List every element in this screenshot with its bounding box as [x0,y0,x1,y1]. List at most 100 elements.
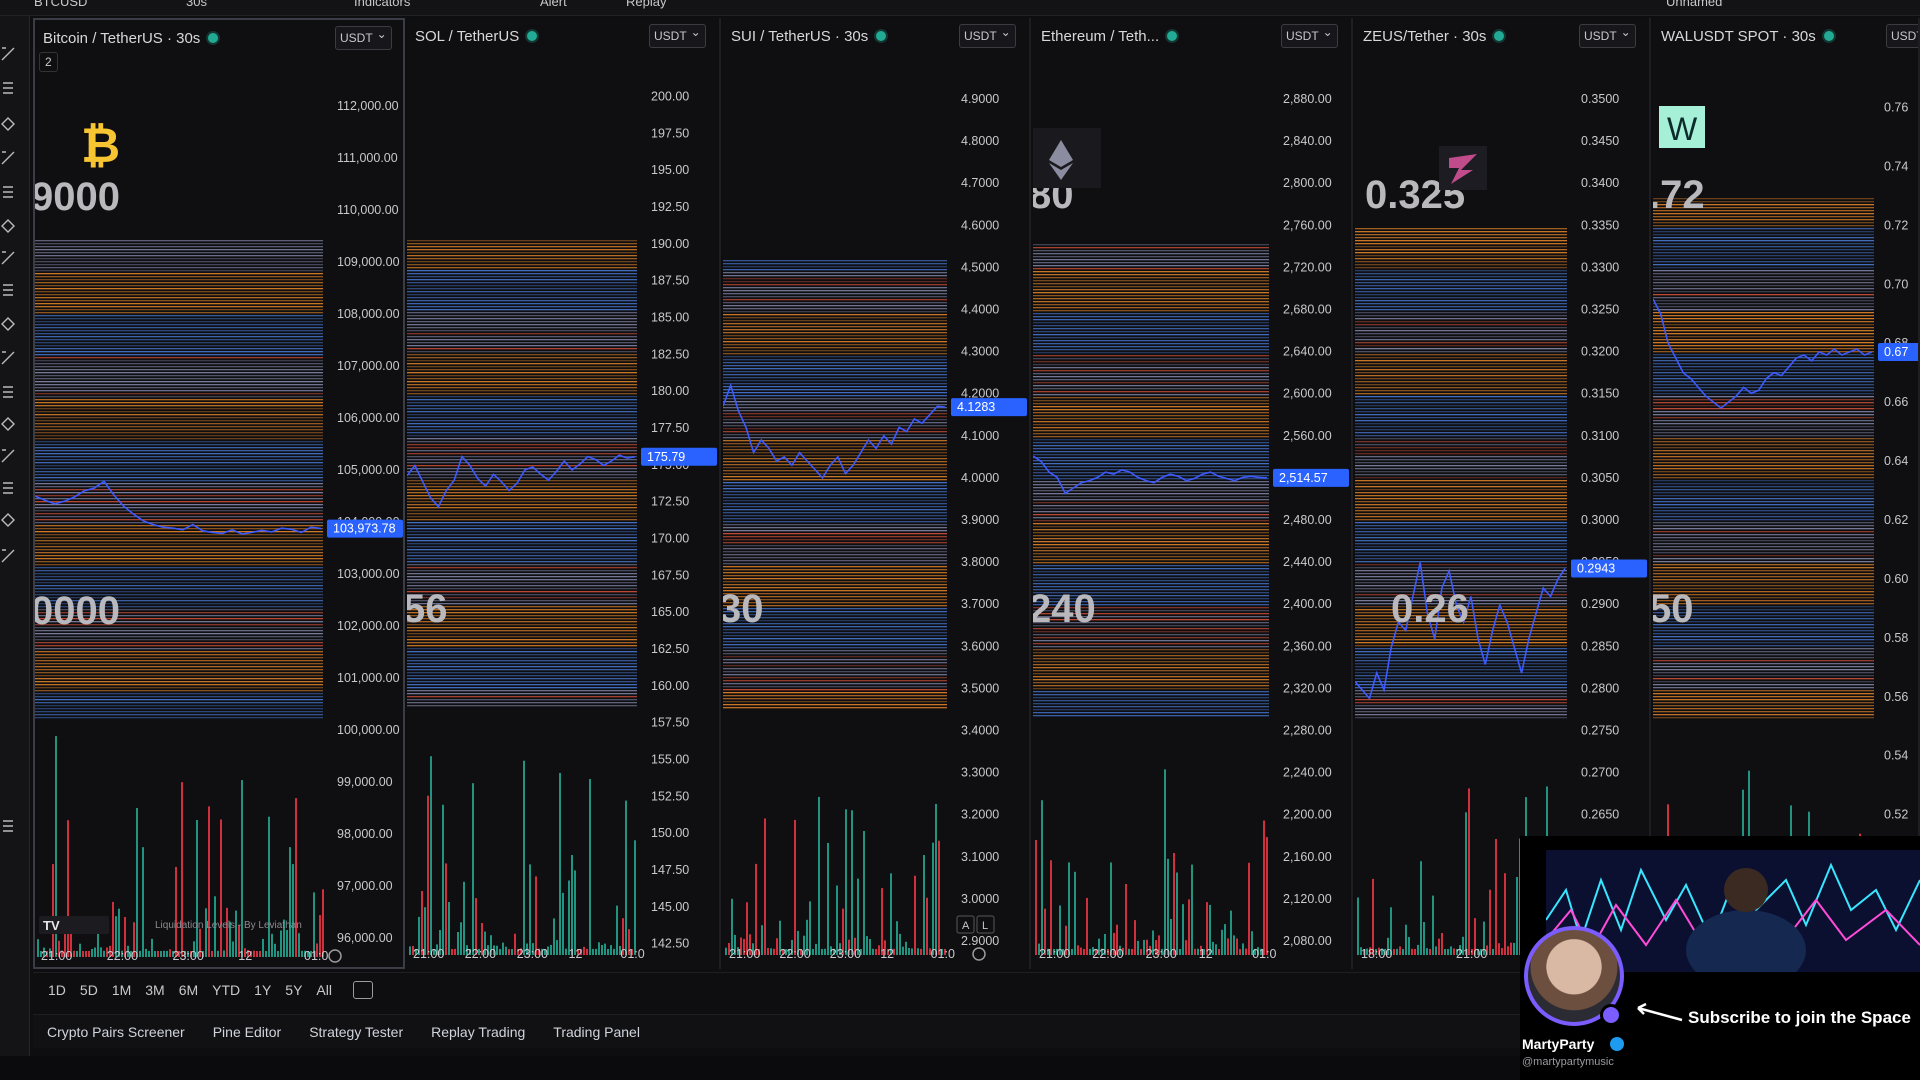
y-tick-label: 110,000.00 [337,203,399,217]
chart-panel-eth[interactable]: 80 240 2,880.00 2,840.00 2,800.00 2,760.00 2,7… [1033,18,1353,969]
currency-select[interactable]: USDT [335,23,392,50]
y-tick-label: 4.0000 [961,471,999,485]
currency-select[interactable]: USDT [1281,21,1338,48]
chart-canvas-sui[interactable]: 30 4.9000 4.8000 4.7000 4.6000 4.5000 4.4000 4.… [723,18,1031,969]
tab-replay-trading[interactable]: Replay Trading [431,1023,526,1040]
y-tick-label: 100,000.00 [337,723,400,737]
range-6m[interactable]: 6M [178,981,199,998]
currency-select[interactable]: USDT [1886,24,1918,48]
lock-icon[interactable] [0,446,16,466]
link-icon[interactable] [0,510,16,530]
interval-button[interactable]: 30s [186,0,207,9]
y-tick-label: 155.00 [651,752,689,766]
chart-canvas-btc[interactable]: 9000 0000 ₿ 112,000.00 111,000.00 110,000.00 1… [35,20,405,969]
range-ytd[interactable]: YTD [212,981,241,998]
pattern-icon[interactable] [0,182,16,202]
symbol-title[interactable]: Ethereum / Teth... [1041,27,1160,45]
y-tick-label: 0.3050 [1581,471,1619,485]
range-1y[interactable]: 1Y [254,981,272,998]
y-tick-label: 2,200.00 [1283,808,1332,822]
currency-select[interactable]: USDT [649,21,706,48]
x-tick-label: 23:00 [173,949,204,963]
layout-name-button[interactable]: Unnamed [1666,0,1723,9]
y-tick-label: 0.3150 [1581,387,1619,401]
currency-select[interactable]: USDT [959,21,1016,48]
y-tick-label: 4.2000 [961,387,999,401]
range-all[interactable]: All [316,981,332,998]
chart-canvas-sol[interactable]: 56 200.00 197.50 195.00 192.50 190.00 187.50 18… [407,18,721,969]
symbol-title[interactable]: SUI / TetherUS · 30s [731,27,869,45]
legend-collapse-button[interactable]: 2 [39,52,58,72]
brush-icon[interactable] [0,216,16,236]
indicators-button[interactable]: Indicators [354,0,411,9]
svg-text:W: W [1667,111,1698,147]
trendline-icon[interactable] [0,78,16,98]
drawing-toolbar [0,16,30,1056]
star-icon[interactable] [0,816,16,836]
symbol-title[interactable]: SOL / TetherUS [415,27,520,45]
tab-crypto-pairs-screener[interactable]: Crypto Pairs Screener [47,1023,185,1040]
tab-strategy-tester[interactable]: Strategy Tester [309,1023,404,1040]
currency-select[interactable]: USDT [1579,21,1636,48]
settings-gear-icon[interactable] [972,947,986,961]
indicator-watermark: Liquidation Levels - By Leviathan [155,920,302,931]
trash-icon[interactable] [0,546,16,566]
scale-button-l[interactable] [976,915,995,934]
scale-button-a[interactable] [956,915,975,934]
range-3m[interactable]: 3M [145,981,165,998]
range-1d[interactable]: 1D [48,981,66,998]
lock-drawing-icon[interactable] [0,414,16,434]
symbol-title[interactable]: Bitcoin / TetherUS · 30s [43,29,201,47]
fib-icon[interactable] [0,114,16,134]
chart-panel-zeus[interactable]: 0.325 0.26 0.3500 0.3450 0.3400 0.3350 0.3300 0… [1355,18,1651,969]
y-tick-label: 152.50 [651,789,689,803]
y-tick-label: 182.50 [651,347,689,361]
y-tick-label: 0.3250 [1581,303,1619,317]
text-icon[interactable] [0,248,16,268]
tab-pine-editor[interactable]: Pine Editor [212,1023,282,1040]
chart-panel-sol[interactable]: 56 200.00 197.50 195.00 192.50 190.00 187.50 18… [407,18,721,969]
range-5y[interactable]: 5Y [285,981,303,998]
y-tick-label: 97,000.00 [337,879,393,893]
heatmap-bands [35,240,323,719]
range-1m[interactable]: 1M [111,981,132,998]
crosshair-icon[interactable] [0,44,16,64]
tab-trading-panel[interactable]: Trading Panel [553,1023,640,1040]
banner-chart-art [1546,862,1920,972]
replay-button[interactable]: Replay [626,0,667,9]
top-toolbar: BTCUSD 30s Indicators Alert Replay Unnam… [0,0,1920,16]
y-tick-label: 185.00 [651,310,689,324]
go-to-date-calendar-icon[interactable] [352,980,373,999]
eye-icon[interactable] [0,478,16,498]
range-5d[interactable]: 5D [79,981,98,998]
symbol-search-button[interactable]: BTCUSD [34,0,88,9]
y-tick-label: 107,000.00 [337,359,400,373]
y-tick-label: 2,400.00 [1283,597,1332,611]
chart-canvas-wal[interactable]: .7250W0.760.740.720.700.680.660.640.620.… [1653,18,1920,969]
settings-gear-icon[interactable] [328,949,342,963]
x-tick-label: 21:00 [1456,947,1487,961]
chart-panel-sui[interactable]: 30 4.9000 4.8000 4.7000 4.6000 4.5000 4.4000 4.… [723,18,1031,969]
y-tick-label: 4.3000 [961,345,999,359]
chart-panel-btc[interactable]: 9000 0000 ₿ 112,000.00 111,000.00 110,000.00 1… [33,18,405,969]
zoom-in-icon[interactable] [0,348,16,368]
x-tick-label: 12 [1199,947,1213,961]
y-tick-label: 2,680.00 [1283,303,1332,317]
y-tick-label: 2,360.00 [1283,639,1332,653]
chart-canvas-eth[interactable]: 802402,880.002,840.002,800.002,760.002,7… [1033,18,1353,969]
pitchfork-icon[interactable] [0,148,16,168]
y-tick-label: 187.50 [651,274,689,288]
chart-panel-wal[interactable]: .7250W0.760.740.720.700.680.660.640.620.… [1653,18,1920,969]
price-line [1355,562,1566,701]
y-tick-label: 0.3350 [1581,218,1619,232]
heart-icon[interactable] [0,280,16,300]
subscribe-cta[interactable]: Subscribe to join the Space [1688,1008,1911,1027]
svg-text:A: A [962,920,970,932]
y-tick-label: 0.76 [1884,101,1908,115]
alert-button[interactable]: Alert [540,0,567,9]
symbol-title[interactable]: WALUSDT SPOT · 30s [1661,27,1816,45]
chart-canvas-zeus[interactable]: 0.3250.260.35000.34500.34000.33500.33000… [1355,18,1651,969]
ruler-icon[interactable] [0,314,16,334]
symbol-title[interactable]: ZEUS/Tether · 30s [1363,27,1487,45]
magnet-icon[interactable] [0,382,16,402]
